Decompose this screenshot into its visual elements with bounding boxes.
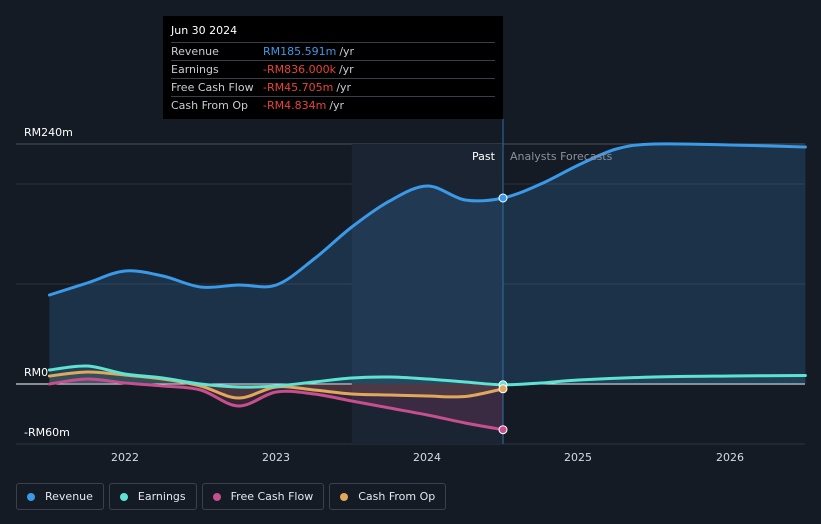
y-label-top: RM240m <box>24 126 73 139</box>
tooltip-row-cfo: Cash From Op -RM4.834m /yr <box>171 96 495 114</box>
area-revenue <box>49 143 806 384</box>
forecast-label: Analysts Forecasts <box>510 150 613 163</box>
tooltip: Jun 30 2024 Revenue RM185.591m /yr Earni… <box>163 16 503 119</box>
legend-item-fcf[interactable]: Free Cash Flow <box>201 483 325 510</box>
legend-label: Free Cash Flow <box>230 490 314 503</box>
area-earnings <box>49 365 806 388</box>
series-lines <box>47 142 807 432</box>
legend-dot-icon <box>212 492 221 501</box>
tooltip-unit: /yr <box>339 45 355 58</box>
tooltip-label: Cash From Op <box>171 99 249 112</box>
x-tick-2025: 2025 <box>564 451 592 464</box>
legend-label: Revenue <box>45 490 93 503</box>
tooltip-unit: /yr <box>338 63 354 76</box>
tooltip-unit: /yr <box>329 99 345 112</box>
legend-dot-icon <box>119 492 128 501</box>
tooltip-value: -RM4.834m <box>263 99 327 112</box>
y-label-zero: RM0 <box>24 366 49 379</box>
tooltip-markers <box>498 193 508 435</box>
tooltip-row-revenue: Revenue RM185.591m /yr <box>171 42 495 60</box>
line-fcf <box>47 377 505 432</box>
tooltip-value: -RM45.705m <box>263 81 334 94</box>
tooltip-value: -RM836.000k <box>263 63 336 76</box>
legend-label: Earnings <box>137 490 186 503</box>
line-earnings <box>47 364 807 389</box>
legend-item-revenue[interactable]: Revenue <box>16 483 104 510</box>
tooltip-label: Revenue <box>171 45 219 58</box>
tooltip-date: Jun 30 2024 <box>171 24 238 37</box>
x-tick-2026: 2026 <box>716 451 744 464</box>
legend-dot-icon <box>340 492 349 501</box>
x-tick-2022: 2022 <box>111 451 139 464</box>
legend-label: Cash From Op <box>358 490 436 503</box>
legend-item-earnings[interactable]: Earnings <box>108 483 197 510</box>
x-tick-2023: 2023 <box>262 451 290 464</box>
tooltip-value: RM185.591m <box>263 45 337 58</box>
tooltip-row-earnings: Earnings -RM836.000k /yr <box>171 60 495 78</box>
tooltip-row-fcf: Free Cash Flow -RM45.705m /yr <box>171 78 495 96</box>
marker-fcf <box>498 425 508 435</box>
x-tick-2024: 2024 <box>413 451 441 464</box>
marker-cfo <box>498 384 508 394</box>
line-revenue <box>47 142 807 297</box>
tooltip-unit: /yr <box>336 81 352 94</box>
tooltip-label: Free Cash Flow <box>171 81 254 94</box>
y-label-bottom: -RM60m <box>24 426 70 439</box>
legend: Revenue Earnings Free Cash Flow Cash Fro… <box>16 483 447 510</box>
area-fcf <box>49 378 504 430</box>
legend-item-cfo[interactable]: Cash From Op <box>329 483 447 510</box>
past-label: Past <box>472 150 495 163</box>
marker-revenue <box>498 193 508 203</box>
legend-dot-icon <box>27 492 35 501</box>
tooltip-label: Earnings <box>171 63 219 76</box>
